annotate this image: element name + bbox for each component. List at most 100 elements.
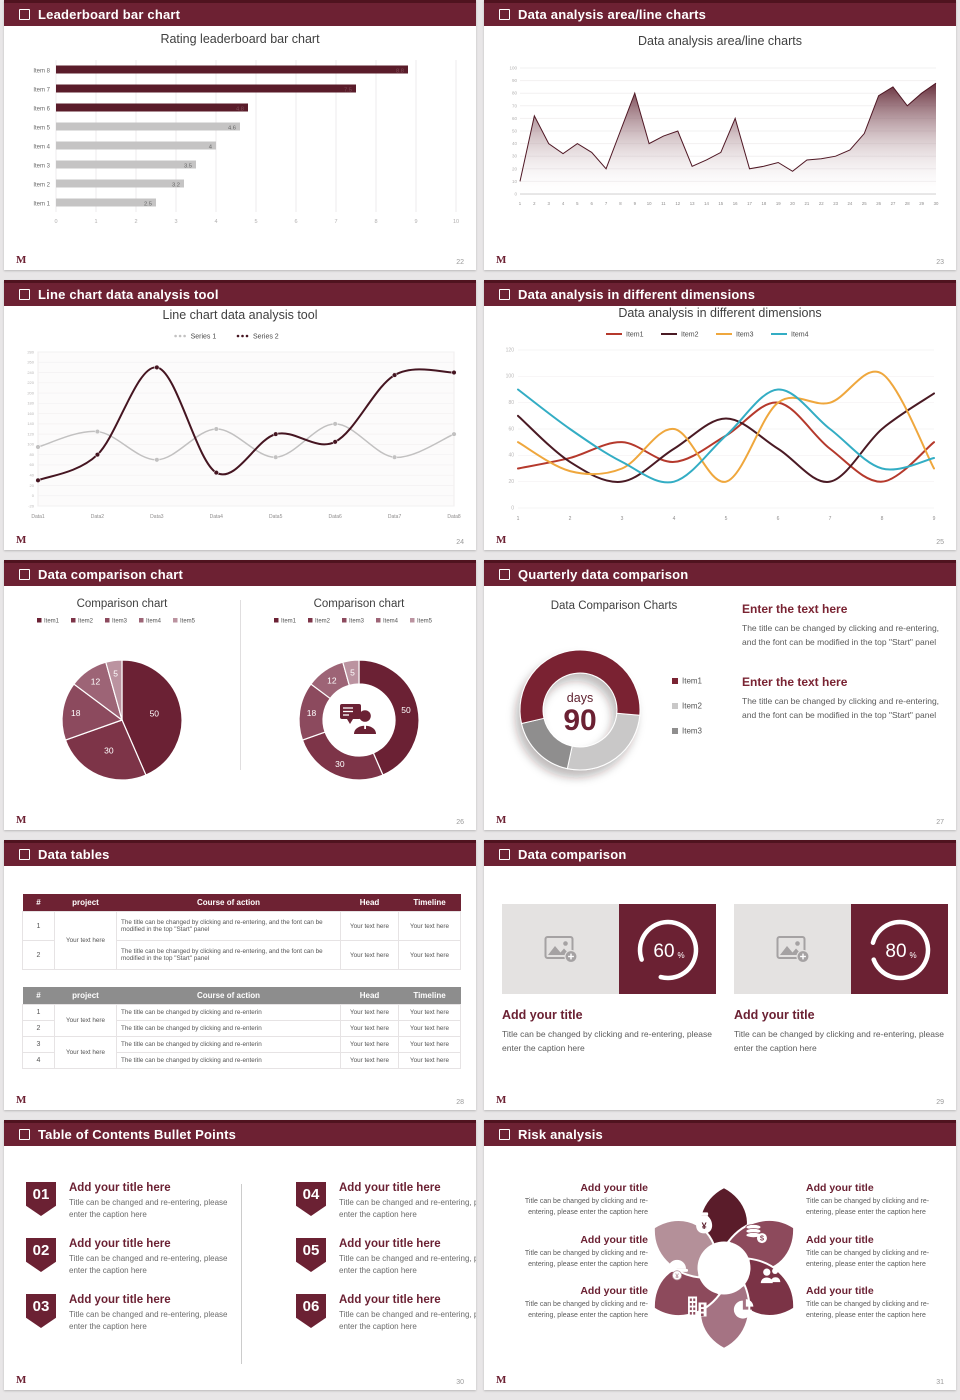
table-cell: Your text here — [340, 940, 399, 970]
risk-title: Add your title — [806, 1182, 874, 1194]
slide-area-line-charts[interactable]: Data analysis area/line charts Data anal… — [484, 0, 956, 270]
brand-logo: M — [16, 534, 27, 546]
multi-line-chart: Item1 Item2 Item3 Item4 120 100 80 60 40 20 0 1 2 3 4 5… — [486, 324, 946, 524]
page-number: 24 — [456, 539, 464, 546]
risk-block: Add your title Title can be changed by c… — [498, 1285, 648, 1322]
slide-dimensions-lines[interactable]: Data analysis in different dimensions Da… — [484, 280, 956, 550]
svg-text:160: 160 — [27, 411, 34, 416]
svg-text:50: 50 — [401, 705, 411, 715]
toc-text: Add your title here Title can be changed… — [69, 1294, 231, 1333]
svg-text:20: 20 — [512, 166, 518, 171]
text-block: Enter the text here The title can be cha… — [742, 675, 940, 722]
table-cell: Your text here — [340, 1052, 399, 1069]
table-header-cell: # — [22, 894, 55, 912]
svg-text:25: 25 — [862, 201, 867, 206]
toc-column-right: 04 Add your title here Title can be chan… — [296, 1182, 476, 1333]
svg-text:14: 14 — [704, 201, 709, 206]
svg-text:120: 120 — [506, 347, 515, 353]
block-body: The title can be changed by clicking and… — [742, 696, 940, 721]
svg-text:$: $ — [760, 1234, 765, 1243]
risk-caption: Title can be changed by clicking and re-… — [806, 1249, 930, 1268]
bullet-square-icon — [19, 9, 30, 20]
slide-risk-analysis[interactable]: Risk analysis Add your title Title can b… — [484, 1120, 956, 1390]
slide-cell-leaderboard: Leaderboard bar chart Rating leaderboard… — [0, 0, 480, 280]
table-header-cell: Course of action — [116, 894, 341, 912]
table-header-cell: # — [22, 987, 55, 1005]
risk-pinwheel-diagram: ¥ $ ¥ — [636, 1180, 812, 1356]
svg-text:Data2: Data2 — [91, 514, 105, 520]
svg-text:Item 1: Item 1 — [33, 202, 50, 208]
svg-text:¥: ¥ — [702, 1221, 707, 1231]
svg-text:7: 7 — [334, 219, 337, 225]
slide-data-tables[interactable]: Data tables # project Course of action H… — [4, 840, 476, 1110]
toc-number-badge: 03 — [26, 1294, 56, 1328]
progress-card: 80% Add your title Title can be changed … — [734, 904, 948, 1056]
progress-ring-box: 80% — [851, 904, 948, 994]
table-cell: 2 — [22, 940, 55, 970]
slide-header: Risk analysis — [484, 1120, 956, 1146]
toc-text: Add your title here Title can be changed… — [339, 1238, 476, 1277]
svg-text:8: 8 — [374, 219, 377, 225]
svg-text:¥: ¥ — [675, 1273, 679, 1280]
svg-text:22: 22 — [819, 201, 824, 206]
table-cell: 3 — [22, 1036, 55, 1053]
svg-text:40: 40 — [508, 453, 514, 459]
slide-header: Data comparison chart — [4, 560, 476, 586]
slide-cell-linechart: Line chart data analysis tool Line chart… — [0, 280, 480, 560]
svg-text:3.2: 3.2 — [172, 183, 180, 189]
svg-text:3: 3 — [621, 516, 624, 522]
slide-leaderboard-bar-chart[interactable]: Leaderboard bar chart Rating leaderboard… — [4, 0, 476, 270]
svg-text:7: 7 — [829, 516, 832, 522]
card-caption: Title can be changed by clicking and re-… — [734, 1029, 944, 1054]
table-cell: 4 — [22, 1052, 55, 1069]
slide-toc-bullets[interactable]: Table of Contents Bullet Points 01 Add y… — [4, 1120, 476, 1390]
svg-text:Data4: Data4 — [210, 514, 224, 520]
svg-text:Series 2: Series 2 — [253, 334, 279, 341]
svg-text:18: 18 — [761, 201, 766, 206]
svg-text:Item3: Item3 — [682, 727, 703, 736]
svg-text:Data7: Data7 — [388, 514, 402, 520]
risk-title: Add your title — [580, 1285, 648, 1298]
slide-cell-area: Data analysis area/line charts Data anal… — [480, 0, 960, 280]
progress-ring-80: 80% — [861, 911, 939, 989]
risk-title: Add your title — [580, 1233, 648, 1246]
slide-line-chart-tool[interactable]: Line chart data analysis tool Line chart… — [4, 280, 476, 550]
table-cell: Your text here — [54, 1036, 117, 1069]
card-title: Add your title — [734, 1008, 815, 1022]
table-row: 4 The title can be changed by clicking a… — [22, 1052, 461, 1069]
risk-caption: Title can be changed by clicking and re-… — [524, 1198, 648, 1216]
svg-text:-20: -20 — [28, 503, 35, 508]
table-cell: The title can be changed by clicking and… — [116, 911, 341, 941]
svg-text:Item 4: Item 4 — [33, 145, 50, 151]
svg-text:Item 8: Item 8 — [33, 69, 50, 75]
svg-text:Item 7: Item 7 — [33, 88, 50, 94]
risk-caption: Title can be changed by clicking and re-… — [806, 1198, 930, 1216]
svg-text:3.5: 3.5 — [184, 164, 192, 170]
svg-text:Item5: Item5 — [417, 619, 433, 625]
line-chart: Series 1 Series 2 280 260 240 220 200 180 160 140… — [6, 326, 466, 522]
slide-data-comparison[interactable]: Data comparison 60% Add your title — [484, 840, 956, 1110]
block-body: The title can be changed by clicking and… — [742, 623, 940, 648]
slide-data-comparison-chart[interactable]: Data comparison chart Comparison chart I… — [4, 560, 476, 830]
svg-text:Item3: Item3 — [112, 619, 128, 625]
svg-text:9: 9 — [634, 201, 637, 206]
table-cell: The title can be changed by clicking and… — [116, 1004, 341, 1021]
svg-text:28: 28 — [905, 201, 910, 206]
svg-text:0: 0 — [514, 192, 517, 197]
table-header-cell: Course of action — [116, 987, 341, 1005]
table-header-cell: project — [54, 894, 117, 912]
svg-text:4: 4 — [673, 516, 676, 522]
svg-text:40: 40 — [512, 141, 518, 146]
toc-item: 06 Add your title here Title can be chan… — [296, 1294, 476, 1333]
svg-text:21: 21 — [805, 201, 810, 206]
svg-text:11: 11 — [661, 201, 666, 206]
svg-text:20: 20 — [508, 479, 514, 485]
risk-block: Add your title Title can be changed by c… — [498, 1234, 648, 1271]
svg-text:17: 17 — [747, 201, 752, 206]
chart-title: Comparison chart — [76, 598, 168, 610]
slide-header-title: Line chart data analysis tool — [38, 287, 219, 302]
svg-text:2.5: 2.5 — [144, 202, 152, 208]
svg-text:26: 26 — [876, 201, 881, 206]
table-row: 3 Your text here The title can be change… — [22, 1036, 461, 1069]
slide-quarterly-comparison[interactable]: Quarterly data comparison Data Compariso… — [484, 560, 956, 830]
